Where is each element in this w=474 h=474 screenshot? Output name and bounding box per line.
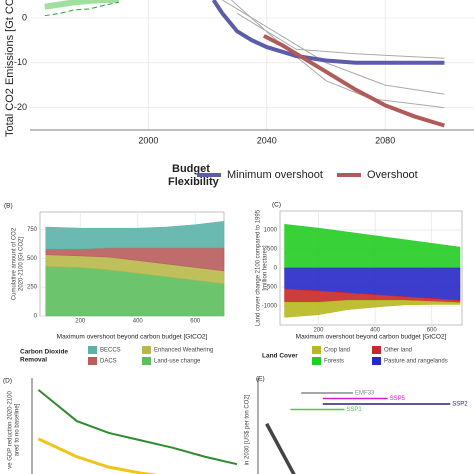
y-tick-label: -500 [265,285,278,291]
legend-title: Flexibility [168,176,220,188]
y-tick-label: 0 [34,314,38,320]
y-axis-label: Cumulative amount of CO2 [12,227,18,300]
series-line [37,437,159,474]
y-tick-label: -10 [14,57,27,67]
legend-swatch [142,346,151,354]
legend-swatch [88,346,97,354]
legend-label: Overshoot [367,169,418,181]
series-line [222,0,445,95]
legend-title: Land Cover [262,353,298,360]
x-tick-label: 200 [313,328,324,334]
range-label: EMF33 [355,391,375,397]
legend-title: Budget [172,163,210,175]
stacked-area [284,300,461,318]
series-line [230,0,445,109]
panel-label: (B) [4,203,13,210]
x-tick-label: 2080 [375,135,395,145]
stacked-area [45,220,225,250]
panel-label: (C) [272,202,281,209]
legend-label: Crop land [324,348,350,354]
y-tick-label: 1000 [264,228,278,234]
series-line [211,0,445,65]
range-label: SSP5 [390,396,406,402]
legend-swatch [312,357,321,365]
price-line [265,422,296,474]
legend-title: Removal [20,357,47,364]
legend-title: Carbon Dioxide [20,349,68,356]
x-tick-label: 400 [133,319,144,325]
legend-label: Minimum overshoot [227,169,323,181]
panel-label: (D) [3,378,12,385]
y-axis-label: Land cover change 2100 compared to 1995 [256,209,262,326]
legend-label: BECCS [100,348,121,354]
y-tick-label: 250 [27,285,38,291]
legend-label: Forests [324,359,344,365]
y-tick-label: -1000 [262,304,278,310]
legend-swatch [372,346,381,354]
y-tick-label: 0 [22,12,27,22]
x-tick-label: 600 [190,319,201,325]
y-tick-label: 500 [267,247,278,253]
series-line [236,13,445,59]
panel-label: (E) [256,376,265,383]
x-tick-label: 400 [370,328,381,334]
x-tick-label: 600 [427,328,438,334]
x-tick-label: 2000 [138,135,158,145]
series-line [37,389,238,466]
legend-swatch [372,357,381,365]
y-axis-label: 2020-2100 [Gt CO2] [19,237,25,291]
y-tick-label: 750 [27,227,38,233]
y-tick-label: 0 [274,266,278,272]
legend-label: Enhanced Weathering [154,348,213,354]
series-line [44,0,119,10]
legend-label: Pasture and rangelands [384,359,448,365]
series-line [44,1,119,17]
range-label: SSP1 [346,407,362,413]
legend-swatch [142,357,151,365]
series-line [262,34,445,128]
legend-swatch [88,357,97,365]
x-axis-label: Maximum overshoot beyond carbon budget [… [296,334,447,341]
x-tick-label: 200 [75,319,86,325]
y-axis-label: [million hectares] [263,245,269,290]
x-axis-label: Maximum overshoot beyond carbon budget [… [57,334,208,341]
y-tick-label: -20 [14,102,27,112]
legend-label: Land-use change [154,359,201,365]
range-label: SSP2 [452,402,468,408]
legend-swatch [312,346,321,354]
y-axis-label: in 2030 [US$ per ton CO2] [245,394,251,465]
y-tick-label: 500 [27,256,38,262]
legend-label: Other land [384,348,412,354]
x-tick-label: 2040 [257,135,277,145]
y-axis-label: Total CO2 Emissions [Gt CO2] [4,0,16,137]
y-axis-label: ve GDP reduction 2020-2100 [8,391,14,469]
y-axis-label: ared to no baseline] [15,403,21,456]
legend-label: DACS [100,359,117,365]
